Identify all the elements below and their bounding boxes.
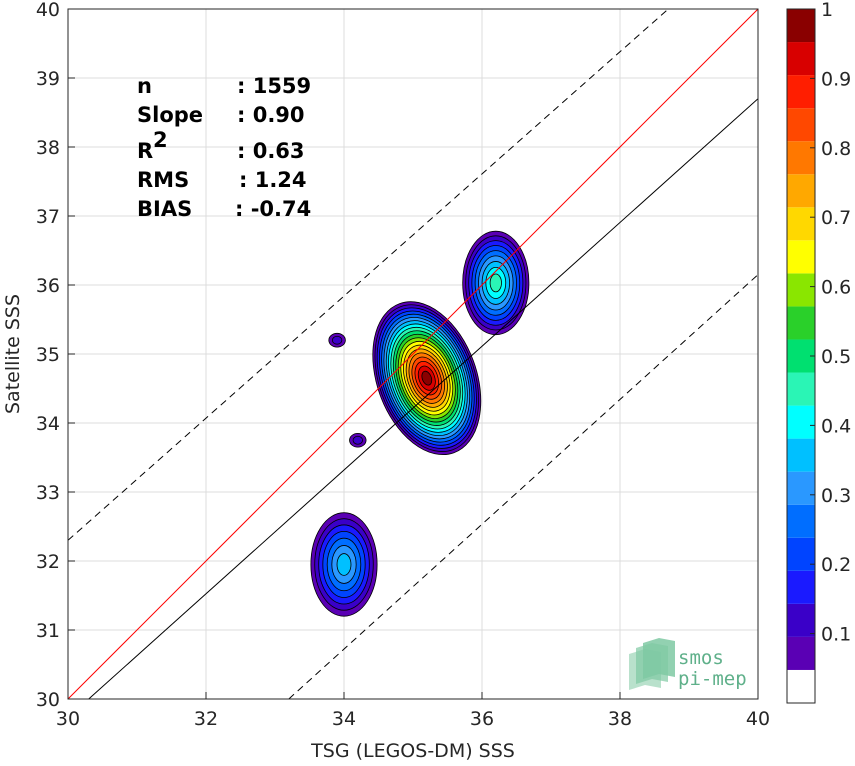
x-tick-label: 32 <box>194 708 218 730</box>
x-axis-label: TSG (LEGOS-DM) SSS <box>310 740 515 762</box>
colorbar-segment <box>787 240 815 274</box>
stat-label: R <box>137 139 153 163</box>
logo-wave-shape <box>643 638 675 679</box>
stat-value: : 0.63 <box>237 139 305 163</box>
x-tick-label: 36 <box>470 708 494 730</box>
y-tick-label: 37 <box>36 206 60 228</box>
regression-line <box>88 98 758 699</box>
stat-value: : 1559 <box>237 74 311 98</box>
colorbar-segment <box>787 108 815 142</box>
y-tick-label: 31 <box>36 620 60 642</box>
colorbar-segment <box>787 603 815 637</box>
stat-label: Slope <box>137 103 203 127</box>
stat-value: : 0.90 <box>237 103 305 127</box>
colorbar-segment <box>787 504 815 538</box>
colorbar-segment <box>787 42 815 76</box>
colorbar-segment <box>787 471 815 505</box>
density-contours <box>310 230 530 617</box>
lower-bound-line <box>288 274 758 699</box>
colorbar-tick-label: 0.6 <box>821 277 851 299</box>
y-tick-label: 39 <box>36 68 60 90</box>
y-tick-label: 30 <box>36 689 60 711</box>
density-contour-level <box>421 370 433 386</box>
logo-text-pi-mep: pi-mep <box>678 668 747 690</box>
colorbar-segment <box>787 405 815 439</box>
y-tick-label: 35 <box>36 344 60 366</box>
y-tick-label: 38 <box>36 137 60 159</box>
colorbar-segment <box>787 570 815 604</box>
colorbar-segment <box>787 174 815 208</box>
colorbar-segment <box>787 207 815 241</box>
colorbar-segment <box>787 372 815 406</box>
x-tick-label: 30 <box>56 708 80 730</box>
upper-bound-line <box>68 9 669 541</box>
y-tick-label: 36 <box>36 275 60 297</box>
colorbar-tick-label: 0.5 <box>821 346 851 368</box>
colorbar-tick-label: 0.8 <box>821 138 851 160</box>
density-contour-level <box>352 435 363 445</box>
colorbar-tick-label: 0.2 <box>821 554 851 576</box>
y-axis-label: Satellite SSS <box>2 294 24 414</box>
y-tick-label: 33 <box>36 482 60 504</box>
colorbar-tick-label: 1 <box>821 0 833 21</box>
y-tick-label: 32 <box>36 551 60 573</box>
colorbar-segment <box>787 636 815 670</box>
colorbar-segment <box>787 273 815 307</box>
colorbar-segment <box>787 306 815 340</box>
density-contour-level <box>489 273 502 293</box>
colorbar-segment <box>787 9 815 43</box>
stat-label: BIAS <box>137 197 192 221</box>
colorbar-segment <box>787 669 815 703</box>
colorbar-segment <box>787 438 815 472</box>
logo-text-smos: smos <box>678 647 724 669</box>
colorbar-segment <box>787 141 815 175</box>
one-to-one-line <box>68 9 758 699</box>
x-tick-label: 38 <box>608 708 632 730</box>
stat-label: n <box>137 74 152 98</box>
colorbar-tick-label: 0.3 <box>821 485 851 507</box>
stat-label: RMS <box>137 168 189 192</box>
y-axis-ticks: 30 31 32 33 34 35 36 37 38 39 40 <box>36 0 75 711</box>
stat-value: : 1.24 <box>239 168 307 192</box>
x-tick-label: 34 <box>332 708 356 730</box>
colorbar-tick-label: 0.7 <box>821 207 851 229</box>
y-tick-label: 34 <box>36 413 60 435</box>
colorbar-segment <box>787 537 815 571</box>
x-tick-label: 40 <box>746 708 770 730</box>
colorbar-tick-label: 0.1 <box>821 624 851 646</box>
density-contour-level <box>331 335 343 345</box>
stat-value: : -0.74 <box>235 197 311 221</box>
colorbar: 0.1 0.2 0.3 0.4 0.5 0.6 0.7 0.8 0.9 1 <box>786 0 851 704</box>
colorbar-tick-label: 0.9 <box>821 68 851 90</box>
colorbar-segment <box>787 75 815 109</box>
y-tick-label: 40 <box>36 0 60 21</box>
stat-superscript: 2 <box>153 128 168 152</box>
density-contour-level <box>336 553 352 576</box>
reference-lines <box>68 9 758 699</box>
x-axis-ticks: 30 32 34 36 38 40 <box>56 692 770 730</box>
statistics-box: n : 1559 Slope : 0.90 R 2 : 0.63 RMS : 1.24 BIAS:… <box>137 74 311 221</box>
colorbar-tick-label: 0.4 <box>821 415 851 437</box>
